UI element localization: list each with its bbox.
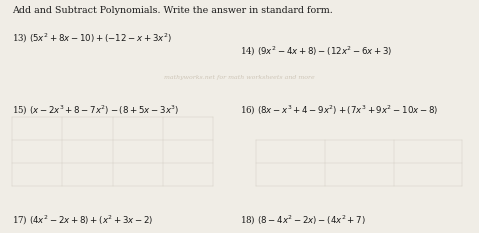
Text: mathyworks.net for math worksheets and more: mathyworks.net for math worksheets and m… — [164, 75, 315, 80]
Text: Add and Subtract Polynomials. Write the answer in standard form.: Add and Subtract Polynomials. Write the … — [12, 6, 333, 15]
Text: 15) $(x-2x^3+8-7x^2)-(8+5x-3x^3)$: 15) $(x-2x^3+8-7x^2)-(8+5x-3x^3)$ — [12, 104, 179, 117]
Text: 18) $(8-4x^2-2x)-(4x^2+7)$: 18) $(8-4x^2-2x)-(4x^2+7)$ — [240, 213, 365, 226]
Text: 17) $(4x^2-2x+8)+(x^2+3x-2)$: 17) $(4x^2-2x+8)+(x^2+3x-2)$ — [12, 213, 153, 226]
Text: 13) $(5x^2+8x-10)+(-12-x+3x^2)$: 13) $(5x^2+8x-10)+(-12-x+3x^2)$ — [12, 31, 171, 45]
Text: 16) $(8x-x^3+4-9x^2)+(7x^3+9x^2-10x-8)$: 16) $(8x-x^3+4-9x^2)+(7x^3+9x^2-10x-8)$ — [240, 104, 438, 117]
Text: 14) $(9x^2-4x+8)-(12x^2-6x+3)$: 14) $(9x^2-4x+8)-(12x^2-6x+3)$ — [240, 44, 392, 58]
